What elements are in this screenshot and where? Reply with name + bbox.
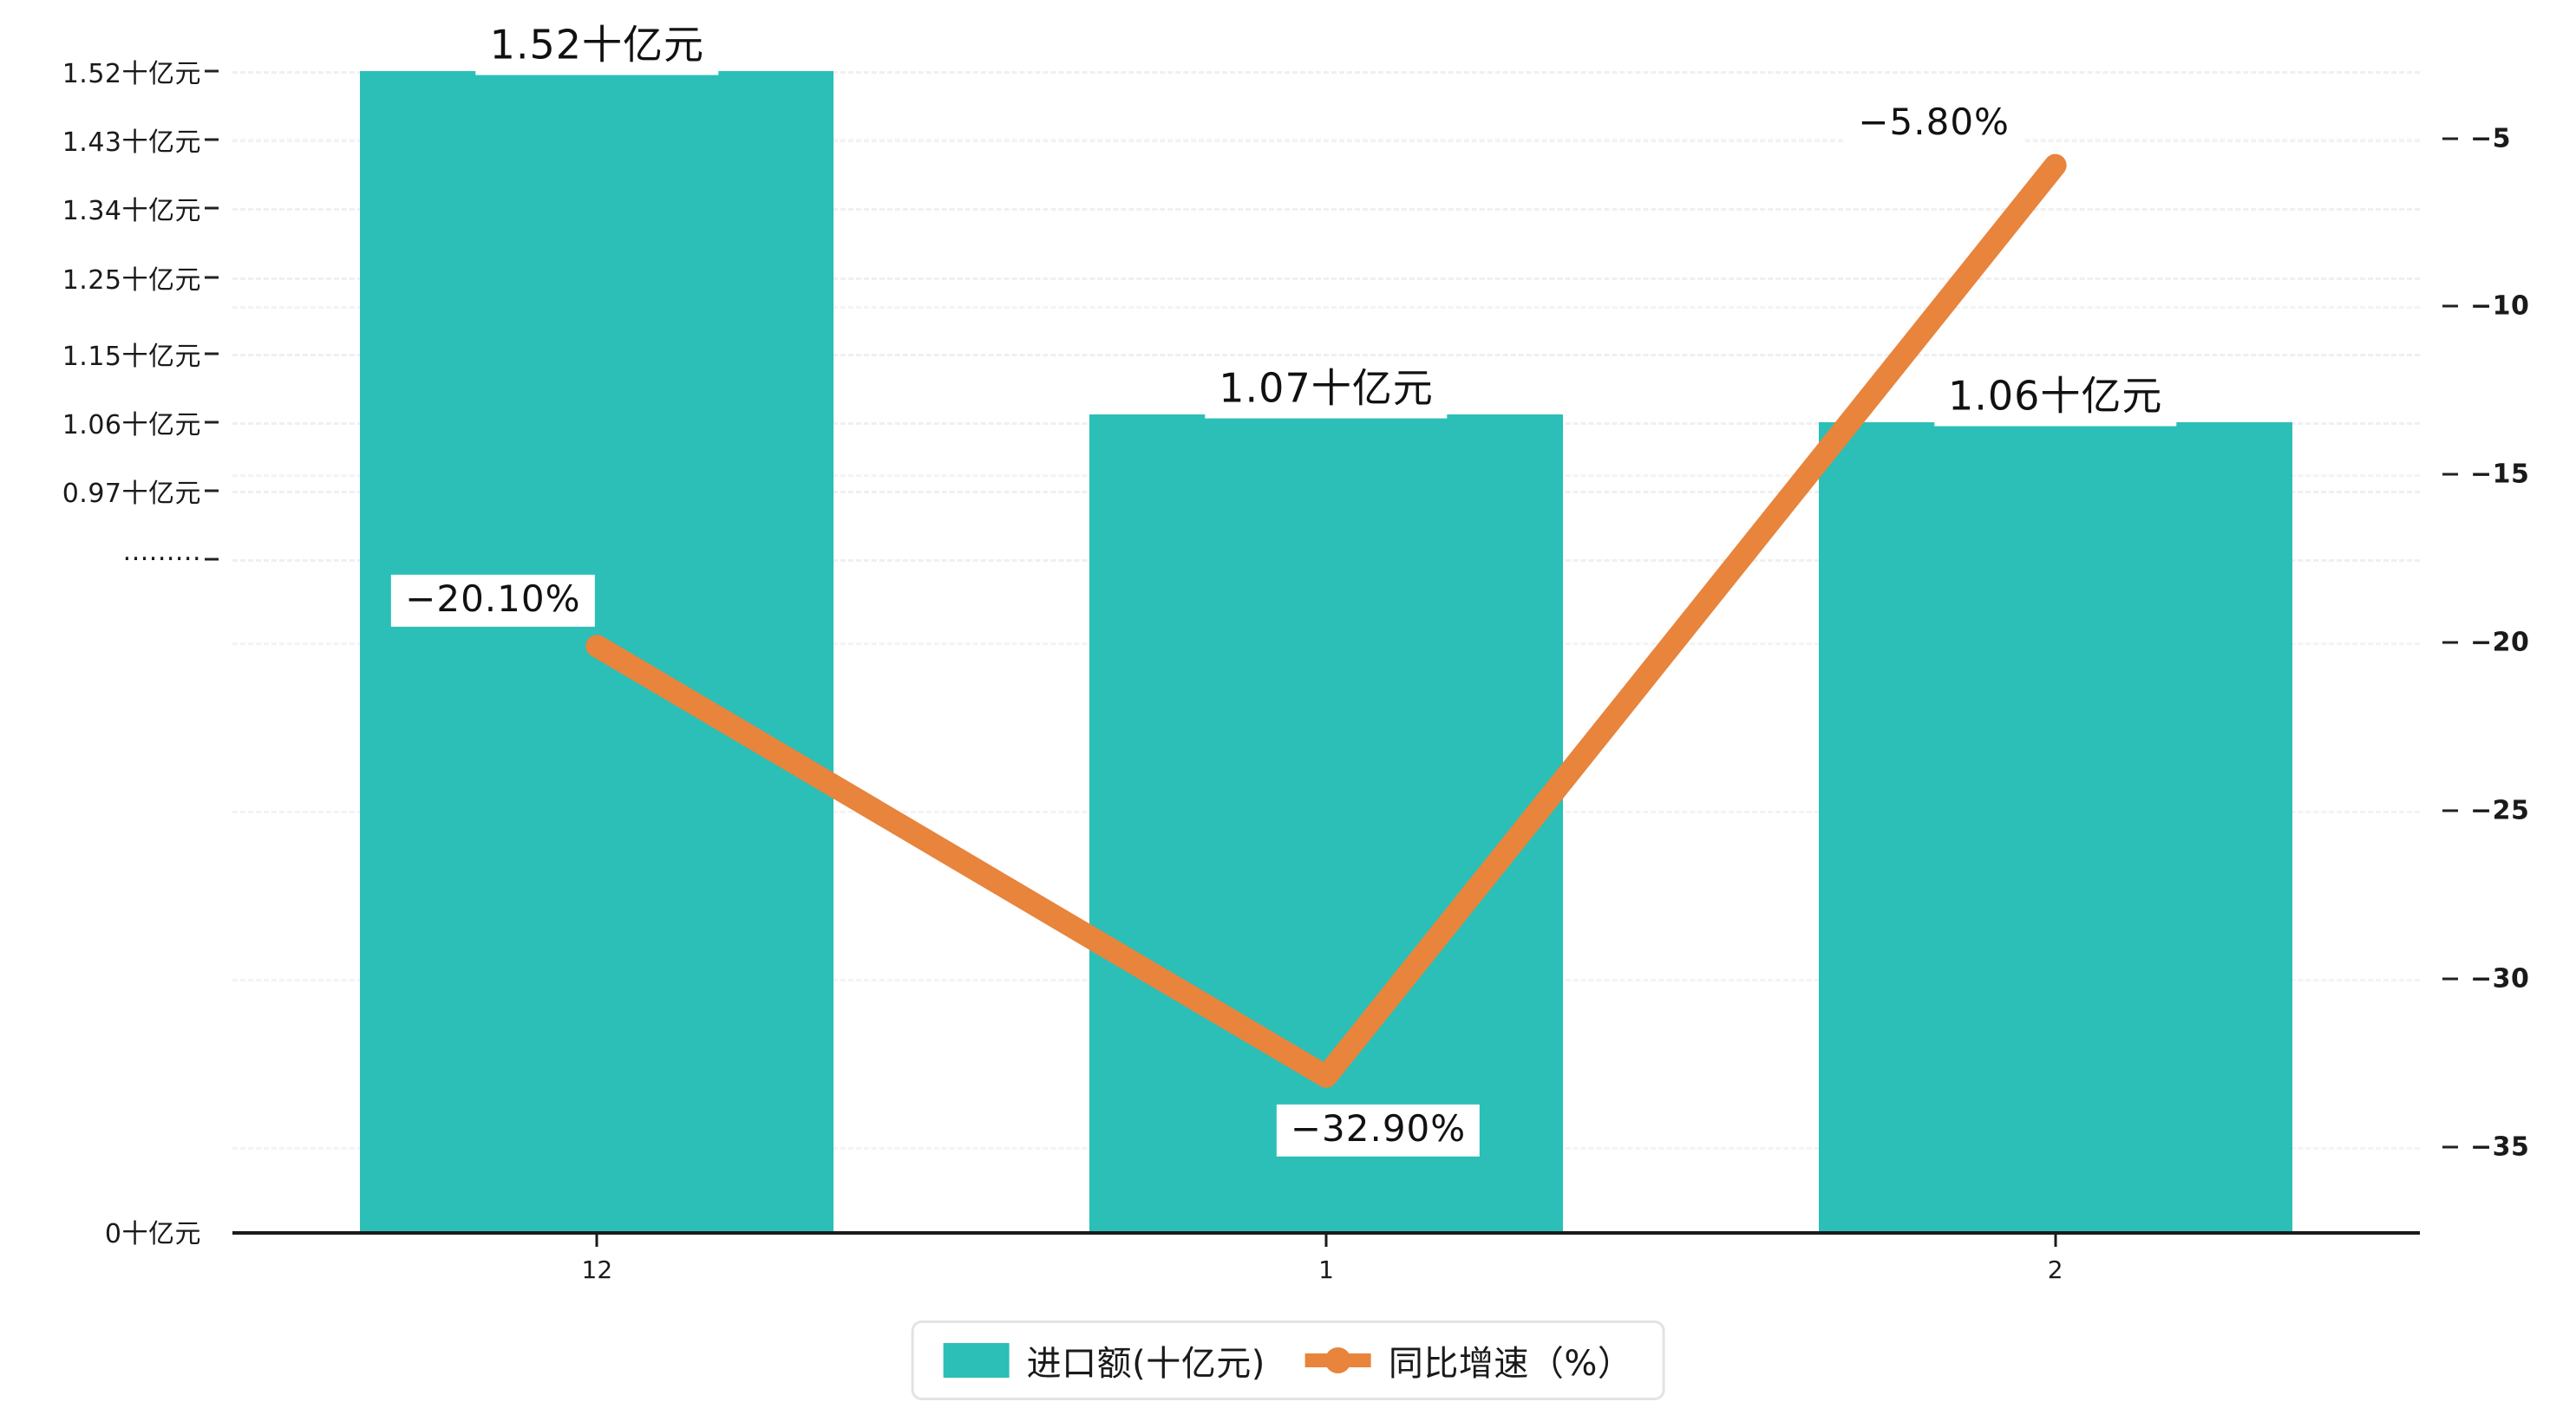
x-axis-tick-mark xyxy=(595,1231,598,1247)
plot-area xyxy=(232,0,2420,1231)
left-axis-tick-label: 1.06十亿元 xyxy=(62,409,201,440)
left-axis-tick-label: 0.97十亿元 xyxy=(62,479,201,510)
left-axis-tick-mark xyxy=(205,489,219,492)
right-axis-tick-mark xyxy=(2442,137,2458,140)
gridline xyxy=(232,140,2420,143)
left-axis-tick-mark xyxy=(205,421,219,424)
line-value-label: −32.90% xyxy=(1276,1104,1481,1157)
legend-label-line: 同比增速（%） xyxy=(1388,1344,1633,1384)
x-axis-tick-label: 1 xyxy=(1318,1255,1334,1284)
right-axis-tick-mark xyxy=(2442,809,2458,812)
right-gridline xyxy=(232,138,2420,141)
right-axis-tick-mark xyxy=(2442,1145,2458,1149)
right-axis-tick-label: −25 xyxy=(2470,795,2530,826)
left-axis-tick-mark xyxy=(205,138,219,141)
growth-line xyxy=(585,153,2067,1088)
x-axis-tick-label: 12 xyxy=(581,1255,613,1284)
right-axis-tick-mark xyxy=(2442,304,2458,308)
gridline xyxy=(232,71,2420,74)
right-axis-tick-label: −20 xyxy=(2470,627,2530,658)
left-axis-tick-mark xyxy=(205,352,219,355)
right-axis-tick-mark xyxy=(2442,641,2458,644)
bar-value-label: 1.06十亿元 xyxy=(1933,369,2177,427)
right-axis-tick-label: −10 xyxy=(2470,290,2530,322)
legend[interactable]: 进口额(十亿元) 同比增速（%） xyxy=(911,1320,1665,1400)
left-axis-tick-mark xyxy=(205,69,219,73)
x-axis-tick-label: 2 xyxy=(2047,1255,2063,1284)
gridline xyxy=(232,277,2420,280)
gridline xyxy=(232,208,2420,212)
right-axis-tick-mark xyxy=(2442,473,2458,476)
left-axis-tick-label: 1.15十亿元 xyxy=(62,341,201,372)
bar[interactable] xyxy=(1089,414,1563,1231)
left-axis-tick-mark xyxy=(205,558,219,561)
right-axis-tick-label: −5 xyxy=(2470,123,2512,154)
left-axis-tick-label: 1.25十亿元 xyxy=(62,264,201,296)
left-axis-tick-mark xyxy=(205,206,219,210)
gridline xyxy=(232,353,2420,356)
right-axis-tick-label: −15 xyxy=(2470,459,2530,490)
left-axis-tick-mark xyxy=(205,276,219,279)
left-axis-tick-label: 0十亿元 xyxy=(104,1219,201,1249)
legend-label-bar: 进口额(十亿元) xyxy=(1026,1344,1265,1384)
left-axis-tick-label: 1.52十亿元 xyxy=(62,59,201,89)
left-axis-tick-label: 1.43十亿元 xyxy=(62,127,201,159)
left-axis-tick-label: ········· xyxy=(122,544,201,575)
bar-value-label: 1.07十亿元 xyxy=(1205,362,1448,419)
legend-swatch-line-icon xyxy=(1304,1343,1371,1378)
left-axis-tick-label: 1.34十亿元 xyxy=(62,196,201,227)
line-value-label: −5.80% xyxy=(1844,97,2024,150)
right-axis-tick-label: −35 xyxy=(2470,1131,2530,1163)
right-axis-tick-mark xyxy=(2442,977,2458,981)
legend-item-bar[interactable]: 进口额(十亿元) xyxy=(943,1335,1265,1386)
bar-value-label: 1.52十亿元 xyxy=(475,18,719,75)
line-value-label: −20.10% xyxy=(391,575,595,628)
left-axis: 1.52十亿元 1.43十亿元 1.34十亿元 1.25十亿元 1.15十亿元 1.06十… xyxy=(0,0,232,1249)
line-series xyxy=(585,153,2067,1088)
legend-item-line[interactable]: 同比增速（%） xyxy=(1304,1335,1633,1386)
right-axis-tick-label: −30 xyxy=(2470,963,2530,994)
right-axis: −5 −10 −15 −20 −25 −30 −35 xyxy=(2420,0,2576,1231)
x-axis-tick-mark xyxy=(1324,1231,1328,1247)
bar[interactable] xyxy=(1818,421,2292,1231)
x-axis-tick-mark xyxy=(2054,1231,2057,1247)
legend-swatch-bar-icon xyxy=(943,1343,1010,1378)
right-gridline xyxy=(232,306,2420,310)
